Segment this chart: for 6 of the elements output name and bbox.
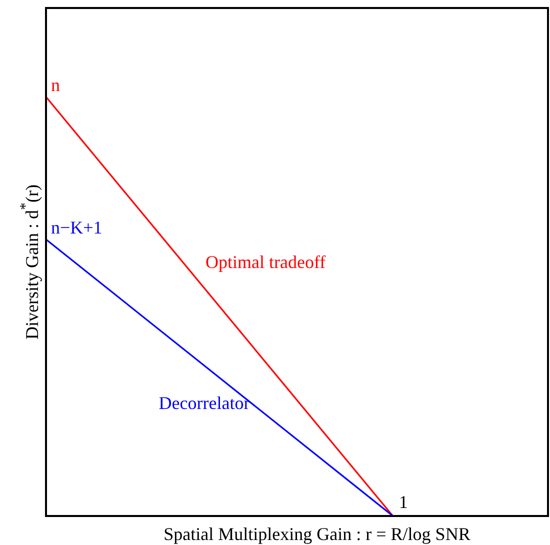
annotation: 1 bbox=[398, 492, 408, 512]
series-label: Optimal tradeoff bbox=[206, 252, 326, 272]
text: n bbox=[51, 74, 60, 95]
x-axis-title: Spatial Multiplexing Gain : r = R/log SNR bbox=[164, 524, 470, 544]
series-label: Decorrelator bbox=[158, 393, 250, 414]
annotation: n−K+1 bbox=[51, 217, 102, 238]
